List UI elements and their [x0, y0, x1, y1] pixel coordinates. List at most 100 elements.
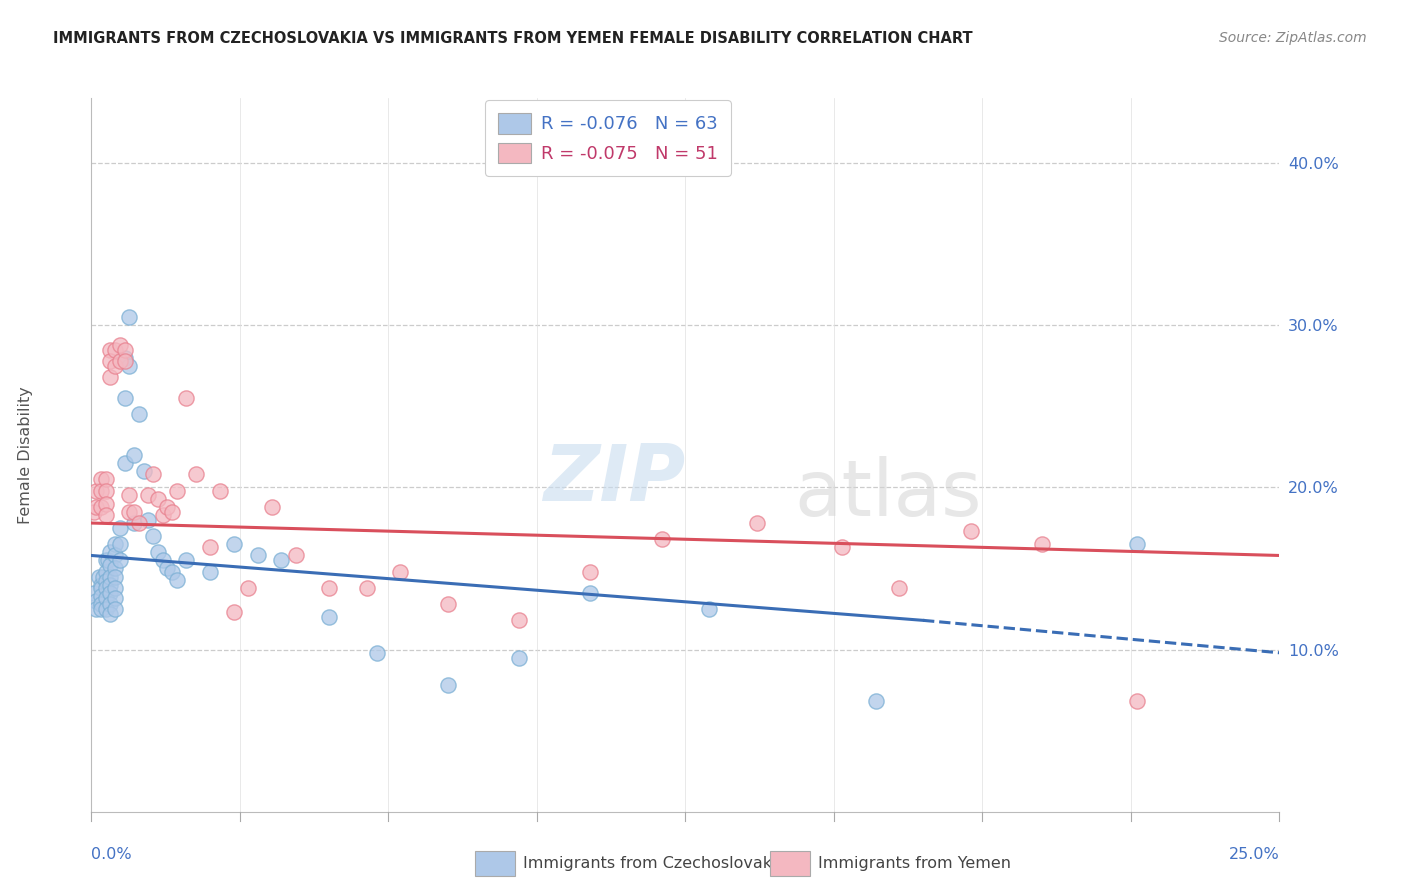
Point	[152, 553, 174, 567]
Point	[200, 541, 222, 555]
Point	[651, 533, 673, 547]
Point	[90, 577, 112, 591]
Point	[104, 537, 127, 551]
Point	[100, 577, 122, 591]
Point	[114, 351, 136, 365]
Point	[104, 343, 127, 357]
Point	[356, 581, 378, 595]
Text: Immigrants from Yemen: Immigrants from Yemen	[818, 856, 1011, 871]
Point	[122, 448, 145, 462]
Point	[831, 541, 853, 555]
Point	[90, 602, 112, 616]
Point	[156, 500, 179, 514]
Point	[889, 581, 911, 595]
Point	[208, 483, 231, 498]
Point	[94, 565, 117, 579]
Point	[84, 500, 107, 514]
Point	[83, 586, 105, 600]
Point	[90, 500, 112, 514]
Point	[104, 569, 127, 583]
Text: Immigrants from Czechoslovakia: Immigrants from Czechoslovakia	[523, 856, 786, 871]
Point	[200, 565, 222, 579]
Legend: R = -0.076   N = 63, R = -0.075   N = 51: R = -0.076 N = 63, R = -0.075 N = 51	[485, 100, 731, 176]
Point	[184, 467, 207, 482]
Point	[166, 483, 188, 498]
Point	[1126, 537, 1149, 551]
Point	[318, 610, 340, 624]
Point	[142, 529, 165, 543]
Point	[104, 602, 127, 616]
Point	[238, 581, 260, 595]
Point	[152, 508, 174, 522]
Point	[94, 497, 117, 511]
Point	[100, 607, 122, 621]
Point	[260, 500, 283, 514]
Point	[104, 561, 127, 575]
Point	[94, 602, 117, 616]
Point	[270, 553, 292, 567]
Point	[284, 549, 307, 563]
Point	[100, 354, 122, 368]
Point	[90, 483, 112, 498]
Point	[114, 456, 136, 470]
Point	[118, 505, 141, 519]
Point	[104, 359, 127, 373]
Point	[959, 524, 981, 538]
Point	[104, 549, 127, 563]
Point	[176, 553, 198, 567]
Point	[94, 574, 117, 589]
Point	[508, 650, 530, 665]
Point	[94, 508, 117, 522]
Point	[104, 591, 127, 605]
Point	[579, 565, 602, 579]
Point	[90, 597, 112, 611]
Point	[122, 516, 145, 530]
Point	[745, 516, 768, 530]
Point	[128, 516, 150, 530]
Point	[100, 558, 122, 573]
Point	[142, 467, 165, 482]
Point	[100, 569, 122, 583]
Point	[166, 573, 188, 587]
Point	[118, 488, 141, 502]
Point	[94, 591, 117, 605]
Point	[100, 586, 122, 600]
Text: atlas: atlas	[794, 456, 983, 532]
Point	[138, 488, 160, 502]
Point	[118, 359, 141, 373]
Point	[436, 597, 458, 611]
Point	[100, 370, 122, 384]
Text: IMMIGRANTS FROM CZECHOSLOVAKIA VS IMMIGRANTS FROM YEMEN FEMALE DISABILITY CORREL: IMMIGRANTS FROM CZECHOSLOVAKIA VS IMMIGR…	[53, 31, 973, 46]
Point	[94, 483, 117, 498]
Text: Source: ZipAtlas.com: Source: ZipAtlas.com	[1219, 31, 1367, 45]
Point	[222, 605, 245, 619]
Point	[84, 594, 107, 608]
Point	[100, 343, 122, 357]
Point	[100, 545, 122, 559]
Point	[176, 391, 198, 405]
Point	[160, 565, 183, 579]
Text: ZIP: ZIP	[543, 442, 685, 517]
Point	[146, 545, 169, 559]
Point	[156, 561, 179, 575]
Point	[97, 553, 120, 567]
Point	[83, 505, 105, 519]
Point	[90, 581, 112, 595]
Point	[114, 391, 136, 405]
Point	[104, 581, 127, 595]
Point	[91, 569, 114, 583]
Point	[697, 602, 720, 616]
Point	[508, 613, 530, 627]
Point	[318, 581, 340, 595]
Text: Female Disability: Female Disability	[18, 386, 32, 524]
Point	[108, 521, 131, 535]
Point	[114, 354, 136, 368]
Point	[100, 597, 122, 611]
Point	[246, 549, 269, 563]
Point	[90, 589, 112, 603]
Point	[87, 569, 110, 583]
Point	[108, 337, 131, 351]
Point	[108, 354, 131, 368]
Point	[114, 343, 136, 357]
Point	[160, 505, 183, 519]
